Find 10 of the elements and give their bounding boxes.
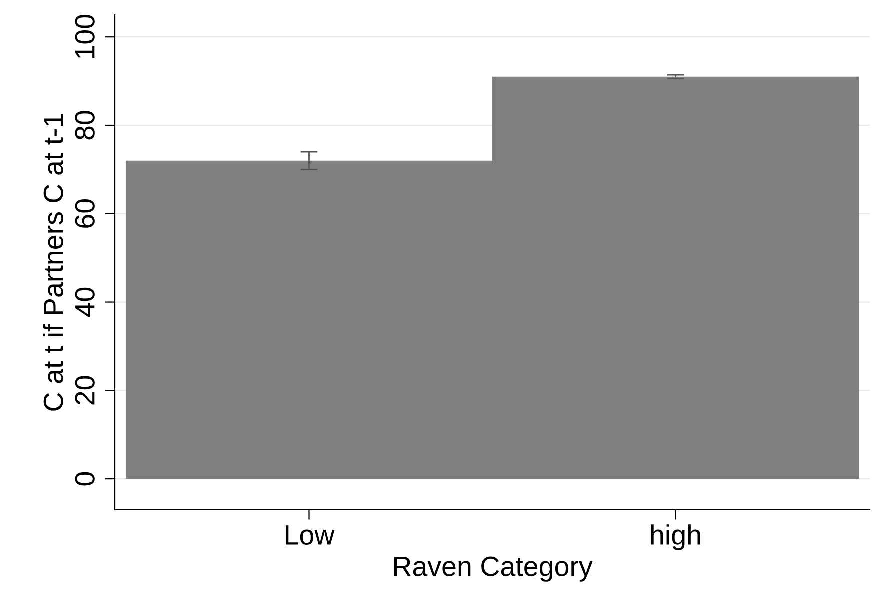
y-tick-label: 80: [75, 111, 95, 140]
y-tick-label: 60: [75, 200, 95, 228]
y-tick-label: 0: [75, 472, 95, 486]
y-tick-label: 100: [75, 15, 95, 58]
x-tick-label: high: [651, 524, 700, 550]
x-axis-title: Raven Category: [394, 556, 593, 582]
y-tick-label: 40: [75, 288, 95, 318]
x-tick-label: Low: [286, 526, 335, 545]
y-axis-title: C at t if Partners C at t-1: [43, 114, 64, 411]
y-tick-label: 20: [75, 376, 95, 405]
